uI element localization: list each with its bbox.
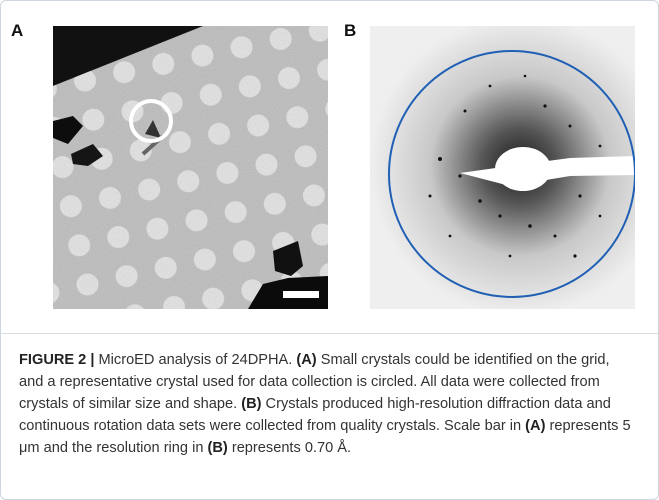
figure: A B bbox=[0, 0, 659, 500]
tem-image bbox=[53, 26, 328, 309]
panel-label: A bbox=[11, 21, 23, 41]
caption-run: (A) bbox=[296, 352, 316, 368]
caption-run: MicroED analysis of 24DPHA. bbox=[94, 352, 296, 368]
caption-run: FIGURE 2 | bbox=[19, 352, 94, 368]
panel-label: B bbox=[344, 21, 356, 41]
diffraction-image bbox=[370, 26, 635, 309]
caption-run: (A) bbox=[525, 418, 545, 434]
separator bbox=[1, 333, 658, 334]
caption-run: (B) bbox=[208, 440, 228, 456]
caption: FIGURE 2 | MicroED analysis of 24DPHA. (… bbox=[19, 349, 631, 459]
caption-run: (B) bbox=[241, 396, 261, 412]
caption-run: represents 0.70 Å. bbox=[228, 440, 351, 456]
